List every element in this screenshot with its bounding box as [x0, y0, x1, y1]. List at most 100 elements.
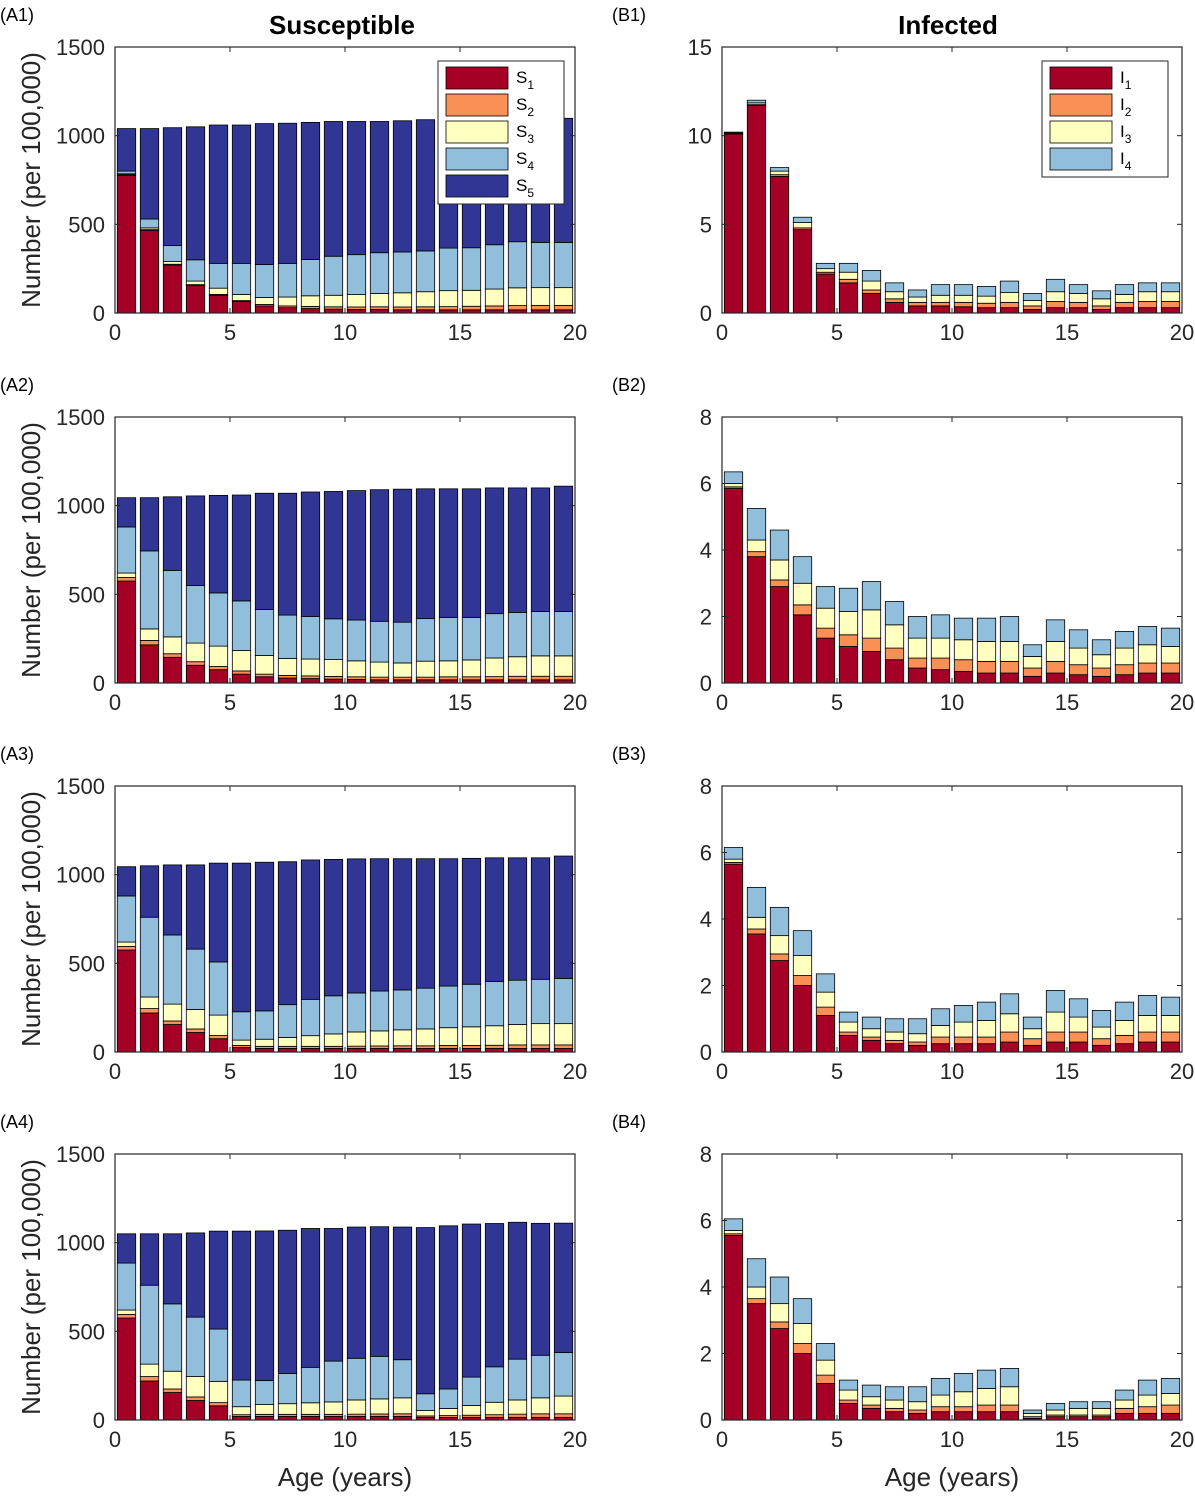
bar-i4-age-5 — [838, 1379, 859, 1391]
bar-i1-age-9 — [930, 1411, 951, 1421]
y-tick-label: 1000 — [56, 124, 105, 149]
panel-label: (A3) — [0, 744, 34, 764]
x-tick-label: 0 — [716, 1059, 728, 1084]
x-tick-label: 10 — [333, 1059, 357, 1084]
y-tick-label: 2 — [700, 974, 712, 999]
y-tick-label: 0 — [700, 671, 712, 696]
bar-i4-age-6 — [861, 1016, 882, 1030]
bar-i4-age-14 — [1045, 278, 1066, 293]
bar-s5-age-3 — [185, 495, 206, 586]
bar-s5-age-14 — [438, 858, 459, 987]
bar-s4-age-19 — [553, 242, 574, 289]
x-tick-label: 0 — [109, 1427, 121, 1452]
bar-s1-age-2 — [162, 264, 183, 314]
bar-i4-age-4 — [815, 262, 836, 270]
panel-b4: (B4) 0 5 10 15 20 0 2 4 6 8 Age (years) — [612, 1112, 1194, 1492]
bar-s3-age-9 — [323, 1033, 344, 1047]
bar-i3-age-6 — [861, 1028, 882, 1038]
bar-i2-age-5 — [838, 1031, 859, 1036]
bar-i3-age-14 — [1045, 1409, 1066, 1416]
bar-s5-age-2 — [162, 1233, 183, 1305]
y-tick-label: 0 — [93, 301, 105, 326]
bar-s3-age-13 — [415, 291, 436, 308]
bar-i1-age-5 — [838, 1034, 859, 1053]
bar-s4-age-1 — [139, 218, 160, 229]
panel-label: (B3) — [612, 744, 646, 764]
bar-i2-age-1 — [746, 1298, 767, 1305]
bar-s5-age-18 — [530, 1222, 551, 1356]
bar-i4-age-19 — [1160, 996, 1181, 1016]
bar-s1-age-5 — [231, 673, 252, 684]
panel-a3: (A3) 0 5 10 15 20 0 500 1000 1500 Number (per 100,… — [0, 744, 587, 1084]
legend-label: I3 — [1120, 122, 1132, 146]
panel-label: (A4) — [0, 1112, 34, 1132]
bar-s1-age-4 — [208, 669, 229, 684]
y-tick-label: 500 — [68, 582, 105, 607]
bar-i4-age-9 — [930, 284, 951, 296]
x-tick-label: 5 — [831, 1059, 843, 1084]
bar-i4-age-17 — [1114, 1001, 1135, 1021]
bar-s2-age-18 — [530, 1413, 551, 1418]
bar-i2-age-8 — [907, 1041, 928, 1046]
bar-i4-age-17 — [1114, 1389, 1135, 1401]
bar-s4-age-3 — [185, 259, 206, 282]
legend: S1 S2 S3 S4 S5 — [437, 60, 565, 205]
bar-s5-age-3 — [185, 1232, 206, 1318]
bar-i3-age-13 — [1022, 656, 1043, 669]
bar-i4-age-10 — [953, 617, 974, 641]
bar-i1-age-19 — [1160, 672, 1181, 684]
bar-s4-age-1 — [139, 1284, 160, 1365]
x-tick-label: 5 — [831, 1427, 843, 1452]
bar-s4-age-13 — [415, 1393, 436, 1412]
bar-i1-age-1 — [746, 105, 767, 314]
bar-i1-age-4 — [815, 1383, 836, 1421]
bar-i3-age-8 — [907, 296, 928, 303]
x-axis-label: Age (years) — [885, 1462, 1019, 1492]
bar-s3-age-4 — [208, 645, 229, 667]
bar-s5-age-10 — [346, 121, 367, 256]
bar-s1-age-2 — [162, 656, 183, 684]
bar-i2-age-2 — [769, 1321, 790, 1329]
bar-s5-age-8 — [300, 121, 321, 260]
bar-i3-age-16 — [1091, 1026, 1112, 1040]
bar-s5-age-13 — [415, 1227, 436, 1395]
legend-label: I1 — [1120, 68, 1132, 92]
x-tick-label: 20 — [1170, 690, 1194, 715]
bar-s4-age-0 — [116, 526, 137, 574]
bar-i3-age-0 — [723, 858, 744, 863]
bar-s2-age-14 — [438, 1045, 459, 1049]
bar-i4-age-1 — [746, 1258, 767, 1288]
bar-s4-age-11 — [369, 252, 390, 294]
bar-i4-age-18 — [1137, 1379, 1158, 1396]
y-tick-label: 8 — [700, 774, 712, 799]
bar-s2-age-12 — [392, 306, 413, 311]
bar-s5-age-6 — [254, 492, 275, 610]
bar-s5-age-11 — [369, 489, 390, 622]
legend-swatch — [445, 66, 509, 90]
bar-s3-age-2 — [162, 636, 183, 655]
bar-i4-age-19 — [1160, 282, 1181, 293]
x-tick-label: 20 — [1170, 1059, 1194, 1084]
bar-i3-age-15 — [1068, 1407, 1089, 1416]
bar-s4-age-4 — [208, 262, 229, 289]
bar-s4-age-13 — [415, 987, 436, 1030]
bar-s3-age-19 — [553, 287, 574, 306]
bar-i4-age-3 — [792, 216, 813, 223]
bar-i4-age-5 — [838, 262, 859, 273]
legend-swatch — [445, 120, 509, 144]
bar-i1-age-9 — [930, 1043, 951, 1053]
bar-s2-age-0 — [116, 1314, 137, 1319]
bar-s2-age-15 — [461, 1045, 482, 1049]
bar-s5-age-9 — [323, 1228, 344, 1362]
bar-i1-age-15 — [1068, 1041, 1089, 1053]
y-tick-label: 1500 — [56, 35, 105, 60]
plot-area — [115, 417, 575, 683]
bar-s5-age-1 — [139, 128, 160, 220]
bar-i3-age-6 — [861, 1396, 882, 1406]
bar-i3-age-1 — [746, 539, 767, 553]
x-tick-label: 15 — [1055, 690, 1079, 715]
panel-label: (A2) — [0, 375, 34, 395]
bar-i2-age-6 — [861, 637, 882, 652]
bar-s4-age-19 — [553, 1352, 574, 1397]
bar-i4-age-16 — [1091, 290, 1112, 300]
